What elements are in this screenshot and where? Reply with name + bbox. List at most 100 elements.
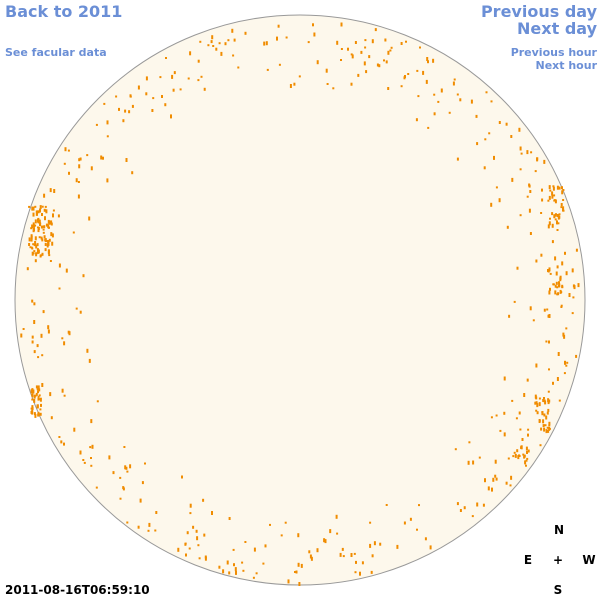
facula: [264, 544, 267, 548]
facula: [350, 553, 353, 557]
facula: [232, 548, 235, 551]
facula: [518, 455, 521, 457]
facula: [51, 233, 54, 238]
facula: [33, 250, 36, 253]
facula: [39, 222, 41, 227]
facula: [553, 194, 556, 197]
facula: [37, 229, 40, 233]
facula: [32, 243, 35, 246]
facula: [558, 186, 561, 190]
facula: [65, 268, 68, 273]
facula: [529, 306, 532, 311]
facula: [37, 219, 40, 224]
facula: [543, 397, 545, 399]
facula: [379, 542, 382, 546]
facula: [161, 95, 163, 98]
facula: [307, 41, 310, 44]
facula: [552, 186, 555, 191]
facula: [165, 57, 167, 59]
facula: [129, 95, 132, 98]
facula: [78, 164, 81, 169]
facula: [31, 224, 34, 229]
facula: [125, 466, 128, 470]
facula: [336, 40, 339, 45]
back-link[interactable]: Back to 2011: [5, 2, 122, 21]
next-hour-link[interactable]: Next hour: [536, 59, 598, 72]
facula: [541, 411, 544, 415]
facula: [39, 412, 42, 416]
facula: [514, 453, 517, 458]
facula: [106, 135, 109, 138]
facula: [90, 457, 92, 459]
facula: [39, 397, 42, 402]
facula: [237, 66, 240, 69]
facula: [572, 296, 575, 299]
facula: [534, 401, 537, 405]
facula: [202, 498, 205, 502]
facula: [34, 236, 37, 241]
facula: [234, 567, 237, 572]
facula: [45, 209, 48, 214]
facula: [527, 428, 530, 431]
facula: [244, 541, 247, 543]
facula: [33, 302, 36, 306]
facula: [280, 534, 283, 537]
previous-hour-link[interactable]: Previous hour: [511, 46, 598, 59]
facula: [560, 304, 563, 307]
next-day-link[interactable]: Next day: [517, 19, 598, 38]
facula: [184, 542, 187, 545]
facula: [30, 235, 33, 240]
facula: [38, 388, 41, 392]
facula: [424, 537, 427, 541]
facula: [224, 42, 227, 46]
facula: [192, 525, 195, 529]
facula: [495, 477, 498, 481]
facula: [48, 238, 51, 242]
facula: [122, 119, 125, 123]
facula: [159, 76, 162, 79]
facula: [189, 51, 192, 56]
facula: [488, 132, 491, 135]
facula: [353, 552, 356, 555]
facula: [50, 220, 53, 225]
data-link[interactable]: See facular data: [5, 46, 107, 59]
facula: [72, 231, 75, 234]
facula: [33, 350, 36, 354]
facula: [30, 410, 33, 414]
facula: [203, 87, 206, 91]
facula: [241, 561, 244, 564]
facula: [400, 42, 403, 45]
facula: [43, 208, 46, 212]
facula: [326, 83, 329, 85]
facula: [48, 220, 51, 225]
facula: [547, 314, 550, 318]
facula: [568, 293, 571, 297]
facula: [520, 152, 523, 155]
facula: [31, 393, 34, 396]
facula: [197, 79, 200, 82]
facula: [525, 446, 528, 451]
facula: [354, 571, 357, 574]
facula: [548, 421, 551, 425]
facula: [563, 334, 566, 339]
facula: [252, 576, 255, 579]
facula: [37, 411, 40, 414]
facula: [235, 570, 237, 575]
facula: [75, 178, 78, 183]
facula: [31, 398, 34, 401]
facula: [86, 154, 89, 157]
facula: [300, 563, 303, 568]
facula: [467, 460, 470, 465]
facula: [549, 287, 551, 291]
facula: [63, 162, 66, 165]
previous-day-link[interactable]: Previous day: [481, 2, 598, 21]
facula: [516, 266, 519, 270]
facula: [463, 506, 466, 510]
facula: [476, 502, 479, 507]
facula: [60, 440, 63, 444]
facula: [487, 486, 490, 491]
facula: [197, 544, 200, 547]
facula: [560, 203, 563, 206]
facula: [540, 427, 543, 431]
facula: [37, 390, 39, 394]
